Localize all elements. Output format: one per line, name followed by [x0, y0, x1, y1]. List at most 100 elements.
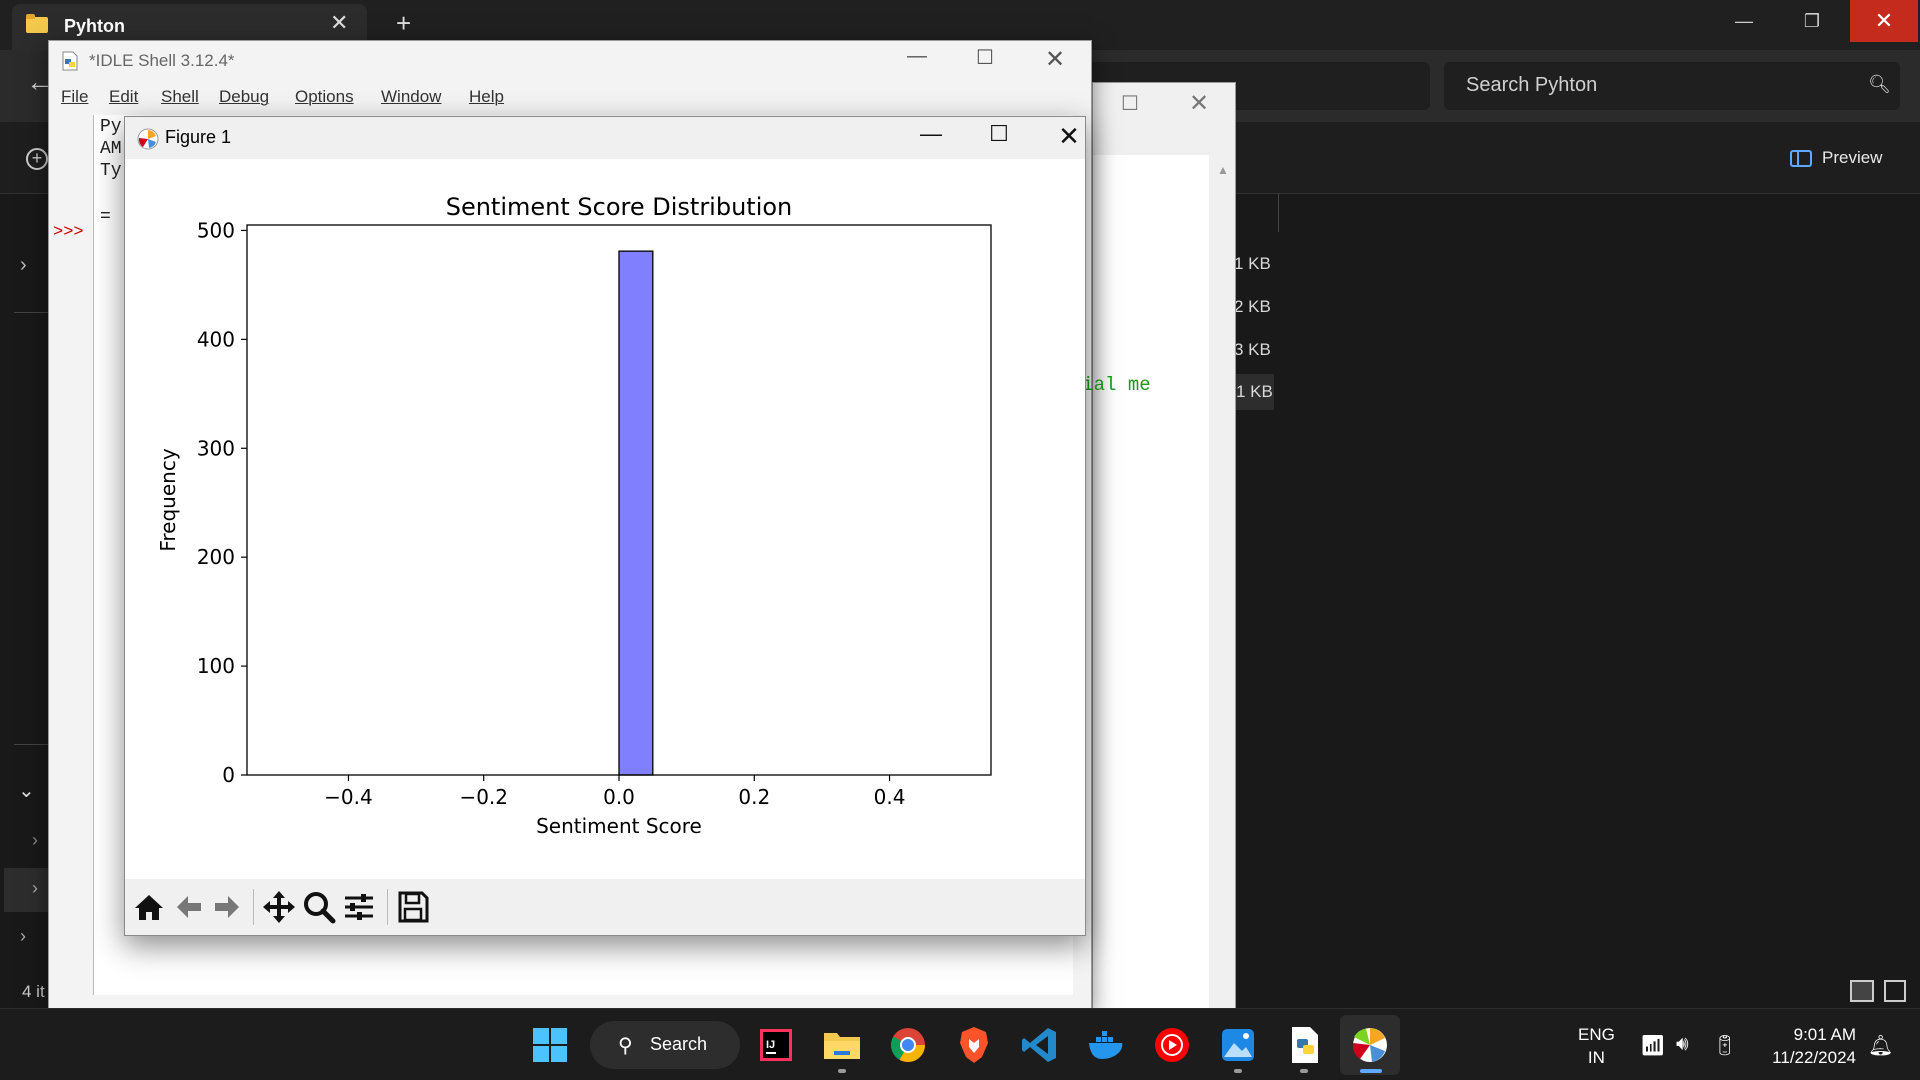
idle-python-icon[interactable]	[1282, 1023, 1326, 1067]
save-icon[interactable]	[395, 889, 431, 925]
input-language-indicator[interactable]: ENG IN	[1578, 1023, 1615, 1069]
x-tick-label: 0.4	[874, 785, 906, 809]
photos-icon[interactable]	[1216, 1023, 1260, 1067]
chevron-right-icon[interactable]: ›	[20, 926, 26, 946]
python-file-icon	[62, 51, 78, 71]
shell-prompt: >>>	[53, 223, 84, 242]
docker-icon[interactable]	[1084, 1023, 1128, 1067]
matplotlib-icon	[137, 128, 159, 150]
brave-icon[interactable]	[952, 1023, 996, 1067]
windows-start-icon[interactable]	[528, 1023, 572, 1067]
figure-titlebar: Figure 1 — ☐ ✕	[125, 117, 1085, 159]
matplotlib-icon[interactable]	[1348, 1023, 1392, 1067]
shell-output-line: Ty	[100, 161, 122, 181]
y-tick-label: 300	[197, 436, 235, 460]
explorer-minimize-button[interactable]: —	[1735, 11, 1753, 31]
scrollbar[interactable]: ▲ ▼	[1209, 155, 1235, 1063]
youtube-music-icon[interactable]	[1150, 1023, 1194, 1067]
explorer-restore-button[interactable]: ❐	[1803, 11, 1821, 31]
chevron-right-icon[interactable]: ›	[32, 830, 38, 850]
forward-arrow-icon[interactable]	[209, 889, 245, 925]
histogram-chart: −0.4 −0.2 0.0 0.2 0.4 0 100 200 300 400 500 Sentime…	[156, 193, 992, 838]
items-count: 4 it	[22, 982, 45, 1001]
nav-item-selected[interactable]: ›	[4, 868, 52, 912]
clock-time: 9:01 AM	[1793, 1025, 1856, 1044]
svg-text:IJ: IJ	[766, 1039, 775, 1051]
y-tick-label: 500	[197, 218, 235, 242]
y-tick-label: 200	[197, 545, 235, 569]
x-axis-label: Sentiment Score	[536, 814, 702, 838]
chrome-icon[interactable]	[886, 1023, 930, 1067]
explorer-search-box[interactable]: Search Pyhton 🔍︎	[1444, 62, 1900, 110]
chevron-right-icon[interactable]: ›	[20, 254, 27, 276]
close-icon[interactable]: ✕	[1189, 90, 1210, 117]
new-tab-button[interactable]: +	[396, 8, 412, 38]
back-arrow-icon[interactable]	[171, 889, 207, 925]
home-icon[interactable]	[131, 889, 167, 925]
notification-bell-icon[interactable]: 🔔︎	[1868, 1035, 1894, 1057]
explorer-search-placeholder: Search Pyhton	[1466, 74, 1598, 96]
explorer-tab-title: Pyhton	[64, 16, 125, 36]
language-label: ENG	[1578, 1025, 1615, 1044]
file-size: 3 KB	[1234, 340, 1271, 359]
new-item-icon[interactable]: +	[26, 148, 48, 170]
tab-close-icon[interactable]: ✕	[330, 10, 349, 35]
preview-pane-button[interactable]: Preview	[1790, 148, 1882, 168]
figure-minimize-button[interactable]: —	[920, 121, 942, 146]
zoom-icon[interactable]	[301, 889, 337, 925]
file-explorer-icon[interactable]	[820, 1023, 864, 1067]
taskbar-search-box[interactable]: ⚲ Search	[590, 1021, 740, 1069]
y-tick-label: 100	[197, 654, 235, 678]
running-indicator	[838, 1069, 846, 1073]
figure-close-button[interactable]: ✕	[1058, 121, 1080, 151]
figure-maximize-button[interactable]: ☐	[989, 121, 1009, 146]
volume-icon[interactable]: 🔊︎	[1676, 1033, 1689, 1055]
windows-taskbar: ⚲ Search IJ ENG IN 📶︎ 🔊︎ 🔋︎	[0, 1008, 1920, 1080]
idle-close-button[interactable]: ✕	[1044, 46, 1066, 73]
nav-divider	[14, 744, 54, 745]
menu-edit[interactable]: Edit	[109, 87, 139, 106]
maximize-icon[interactable]: ☐	[1121, 93, 1139, 115]
idle-title: *IDLE Shell 3.12.4*	[89, 51, 235, 70]
region-label: IN	[1587, 1048, 1605, 1067]
configure-subplots-icon[interactable]	[341, 889, 377, 925]
preview-pane-icon	[1790, 150, 1812, 168]
explorer-close-button[interactable]: ✕	[1850, 0, 1918, 42]
x-tick-label: 0.2	[738, 785, 770, 809]
idle-prompt-gutter: >>>	[49, 115, 93, 995]
active-indicator	[1360, 1069, 1382, 1073]
pan-icon[interactable]	[261, 889, 297, 925]
tiles-view-icon[interactable]	[1884, 980, 1906, 1002]
x-tick-label: −0.2	[459, 785, 508, 809]
menu-file[interactable]: File	[61, 87, 89, 106]
toolbar-separator	[253, 889, 254, 925]
menu-options[interactable]: Options	[295, 87, 354, 106]
idle-minimize-button[interactable]: —	[907, 45, 927, 67]
idle-menubar: File Edit Shell Debug Options Window Hel…	[49, 83, 1091, 111]
running-indicator	[1234, 1069, 1242, 1073]
chevron-down-icon[interactable]: ⌄	[18, 780, 35, 802]
menu-debug[interactable]: Debug	[219, 87, 270, 106]
preview-label: Preview	[1822, 148, 1883, 167]
matplotlib-figure-window: Figure 1 — ☐ ✕ −0.4 −0.2 0.0 0.2 0.4 0 100 200 3…	[124, 116, 1086, 936]
intellij-icon[interactable]: IJ	[754, 1023, 798, 1067]
wifi-icon[interactable]: 📶︎	[1640, 1035, 1666, 1057]
idle-titlebar: *IDLE Shell 3.12.4* — ☐ ✕	[49, 41, 1091, 81]
file-size: 1 KB	[1234, 254, 1271, 273]
vscode-icon[interactable]	[1018, 1023, 1062, 1067]
file-size-selected[interactable]: 1 KB	[1234, 374, 1274, 410]
histogram-bar	[618, 250, 654, 776]
figure-canvas[interactable]: −0.4 −0.2 0.0 0.2 0.4 0 100 200 300 400 500 Sentime…	[125, 159, 1085, 879]
scroll-up-icon[interactable]: ▲	[1217, 163, 1229, 177]
battery-icon[interactable]: 🔋︎	[1712, 1035, 1738, 1057]
details-view-icon[interactable]	[1850, 980, 1874, 1002]
matplotlib-toolbar	[125, 879, 1085, 935]
menu-shell[interactable]: Shell	[161, 87, 199, 106]
menu-window[interactable]: Window	[381, 87, 442, 106]
taskbar-clock[interactable]: 9:01 AM 11/22/2024	[1760, 1023, 1856, 1069]
shell-output-line: AM	[100, 139, 122, 159]
menu-help[interactable]: Help	[469, 87, 504, 106]
figure-title: Figure 1	[165, 127, 232, 147]
idle-maximize-button[interactable]: ☐	[976, 47, 994, 69]
editor-text-area[interactable]	[1093, 155, 1209, 1011]
